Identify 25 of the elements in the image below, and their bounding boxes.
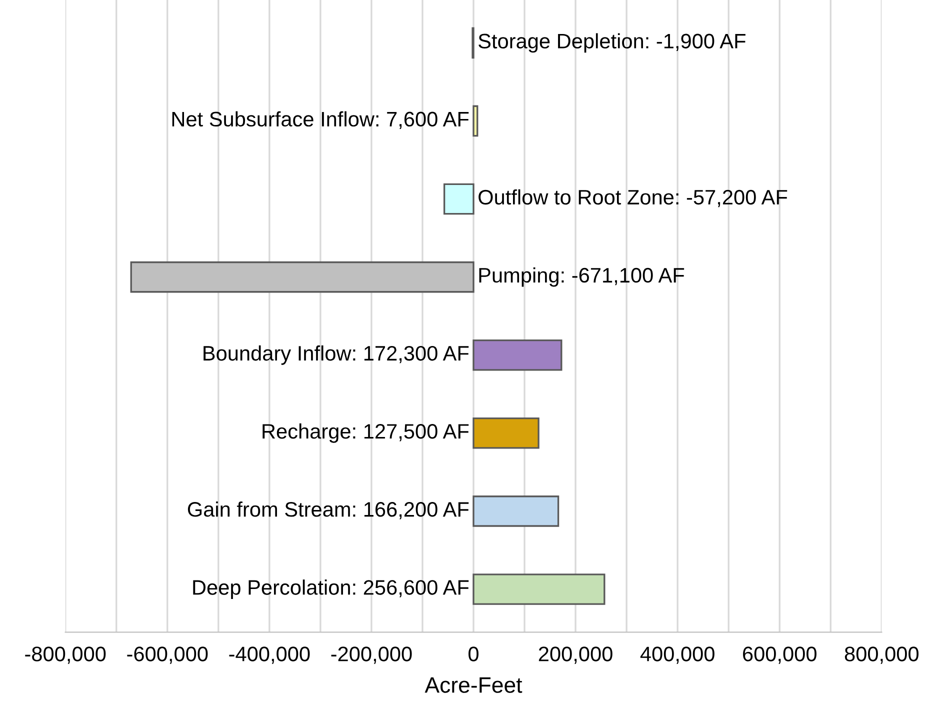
x-tick-label: 0 bbox=[468, 646, 478, 662]
data-label: Boundary Inflow: 172,300 AF bbox=[204, 345, 469, 365]
data-label: Gain from Stream: 166,200 AF bbox=[188, 501, 469, 520]
x-axis-title: Acre-Feet bbox=[424, 677, 522, 693]
x-tick-label: 800,000 bbox=[844, 646, 918, 664]
bar bbox=[443, 183, 474, 215]
data-label: Deep Percolation: 256,600 AF bbox=[193, 580, 469, 599]
data-label: Net Subsurface Inflow: 7,600 AF bbox=[172, 111, 469, 130]
data-label: Pumping: -671,100 AF bbox=[479, 267, 684, 287]
bar bbox=[472, 496, 560, 527]
x-tick-label: -800,000 bbox=[25, 646, 106, 664]
bar bbox=[472, 574, 606, 605]
data-label: Outflow to Root Zone: -57,200 AF bbox=[478, 189, 788, 208]
x-tick-label: 400,000 bbox=[640, 646, 714, 664]
x-tick-label: -400,000 bbox=[229, 646, 310, 664]
data-label: Storage Depletion: -1,900 AF bbox=[478, 33, 746, 53]
data-label: Recharge: 127,500 AF bbox=[262, 423, 469, 443]
bar bbox=[472, 105, 478, 137]
x-tick-label: 600,000 bbox=[743, 646, 816, 664]
bar bbox=[130, 261, 474, 293]
x-tick-label: 200,000 bbox=[538, 646, 612, 664]
bar bbox=[472, 417, 540, 449]
bar bbox=[472, 339, 562, 371]
x-tick-label: -200,000 bbox=[331, 646, 412, 664]
x-tick-label: -600,000 bbox=[127, 646, 208, 664]
